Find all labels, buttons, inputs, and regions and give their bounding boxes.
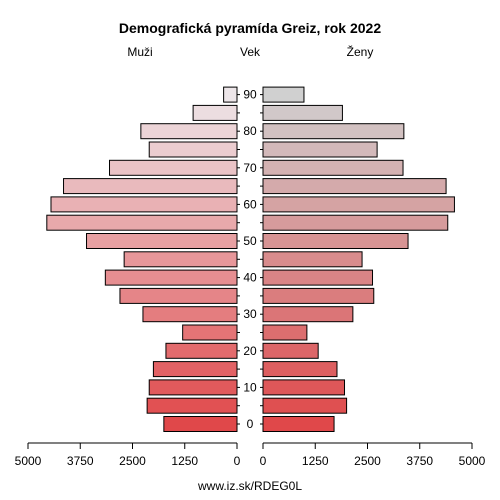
age-tick-label-90: 90 xyxy=(243,88,257,102)
female-axis-label-5000: 5000 xyxy=(459,454,486,468)
male-axis-label-2500: 2500 xyxy=(119,454,146,468)
male-bar-40 xyxy=(104,269,238,286)
age-axis: 0 10 20 30 40 50 60 70 80 90 xyxy=(237,88,263,431)
male-bar-20 xyxy=(165,342,238,359)
female-value-axis: 0 1250 2500 3750 5000 xyxy=(260,442,486,468)
female-axis-label-1250: 1250 xyxy=(302,454,329,468)
female-bar-10 xyxy=(262,379,346,396)
female-bar-90 xyxy=(262,86,305,103)
male-bar-45 xyxy=(123,251,238,268)
age-tick-label-40: 40 xyxy=(243,271,257,285)
female-bar-65 xyxy=(262,178,447,195)
female-bar-25 xyxy=(262,324,308,341)
female-bar-50 xyxy=(262,233,409,249)
female-bar-35 xyxy=(262,287,375,304)
male-bar-75 xyxy=(148,141,238,158)
age-tick-label-30: 30 xyxy=(243,307,257,321)
age-label: Vek xyxy=(240,45,261,59)
male-axis-label-0: 0 xyxy=(234,454,241,468)
female-bar-45 xyxy=(262,251,363,268)
female-bars xyxy=(262,86,455,432)
male-bar-55 xyxy=(46,214,238,231)
female-label: Ženy xyxy=(347,44,374,59)
male-bar-90 xyxy=(223,86,238,103)
age-tick-label-20: 20 xyxy=(243,344,257,358)
female-bar-60 xyxy=(262,196,455,213)
male-bar-85 xyxy=(192,104,238,121)
male-bar-10 xyxy=(148,379,238,396)
age-tick-label-70: 70 xyxy=(243,161,257,175)
age-tick-label-10: 10 xyxy=(243,380,257,394)
female-axis-label-0: 0 xyxy=(260,454,267,468)
male-bar-5 xyxy=(146,397,238,414)
male-bar-60 xyxy=(50,196,238,213)
female-bar-5 xyxy=(262,397,348,414)
female-bar-30 xyxy=(262,306,354,323)
male-label: Muži xyxy=(127,45,152,59)
age-tick-label-60: 60 xyxy=(243,197,257,211)
male-bars xyxy=(46,86,238,432)
age-tick-label-50: 50 xyxy=(243,234,257,248)
male-bar-0 xyxy=(163,416,238,432)
female-bar-70 xyxy=(262,159,404,176)
age-tick-label-80: 80 xyxy=(243,124,257,138)
male-bar-15 xyxy=(152,361,238,378)
male-bar-70 xyxy=(109,159,238,176)
chart-title: Demografická pyramída Greiz, rok 2022 xyxy=(119,20,381,36)
female-bar-55 xyxy=(262,214,449,231)
female-axis-label-2500: 2500 xyxy=(354,454,381,468)
male-bar-65 xyxy=(63,178,238,195)
female-bar-40 xyxy=(262,269,374,286)
female-bar-85 xyxy=(262,104,343,121)
age-tick-label-0: 0 xyxy=(247,417,254,431)
female-bar-80 xyxy=(262,123,405,140)
female-bar-15 xyxy=(262,361,338,378)
male-bar-50 xyxy=(86,233,238,249)
male-bar-25 xyxy=(182,324,238,341)
male-bar-35 xyxy=(119,287,238,304)
female-axis-label-3750: 3750 xyxy=(406,454,433,468)
male-axis-label-5000: 5000 xyxy=(15,454,42,468)
female-bar-20 xyxy=(262,342,319,359)
footer-source: www.iz.sk/RDEG0L xyxy=(197,479,302,493)
female-bar-0 xyxy=(262,416,335,432)
male-axis-label-1250: 1250 xyxy=(171,454,198,468)
female-bar-75 xyxy=(262,141,378,158)
male-bar-30 xyxy=(142,306,238,323)
male-axis-label-3750: 3750 xyxy=(67,454,94,468)
male-bar-80 xyxy=(140,123,238,140)
male-value-axis: 0 1250 2500 3750 5000 xyxy=(15,442,241,468)
